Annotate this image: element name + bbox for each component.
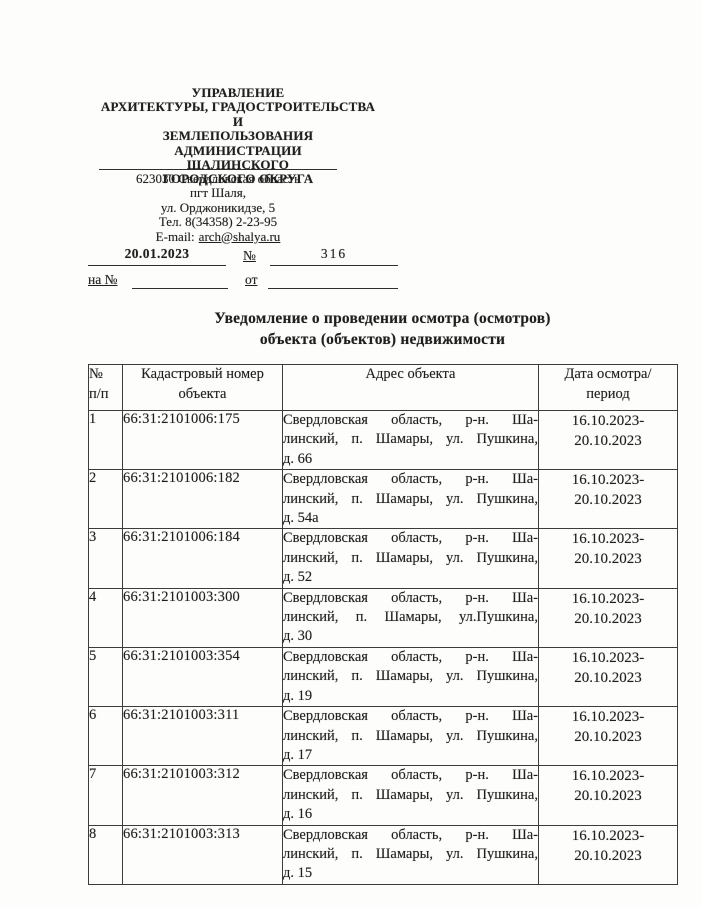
letterhead-org-name: УПРАВЛЕНИЕ АРХИТЕКТУРЫ, ГРАДОСТРОИТЕЛЬСТ… — [97, 85, 379, 187]
cell-address: Свердловская область, р-н. Ша- линский, … — [282, 469, 539, 530]
cell-period: 16.10.2023- 20.10.2023 — [538, 409, 678, 471]
cell-period: 16.10.2023- 20.10.2023 — [538, 587, 678, 648]
cell-address: Свердловская область, р-н. Ша- линский, … — [282, 646, 539, 708]
postal-address-line: пгт Шаля, — [190, 185, 246, 201]
cell-address: Свердловская область, р-н. Ша- линский, … — [282, 587, 539, 648]
cell-address: Свердловская область, р-н. Ша- линский, … — [282, 409, 539, 471]
table-row: 2 66:31:2101006:182 Свердловская область… — [88, 469, 678, 530]
postal-address-line: ул. Орджоникидзе, 5 — [160, 199, 276, 215]
org-line: ЗЕМЛЕПОЛЬЗОВАНИЯ — [162, 128, 314, 144]
cell-period: 16.10.2023- 20.10.2023 — [538, 646, 678, 708]
table-row: 6 66:31:2101003:311 Свердловская область… — [88, 706, 678, 767]
header-cadastral: Кадастровый номер объекта — [122, 364, 283, 411]
org-line: ГОРОДСКОГО ОКРУГА — [162, 171, 314, 187]
table-row: 5 66:31:2101003:354 Свердловская область… — [88, 646, 678, 708]
table-row: 8 66:31:2101003:313 Свердловская область… — [88, 824, 678, 885]
cell-cadastral: 66:31:2101006:184 — [122, 528, 283, 589]
cell-address: Свердловская область, р-н. Ша- линский, … — [282, 824, 539, 885]
header-address: Адрес объекта — [282, 364, 539, 411]
cell-address: Свердловская область, р-н. Ша- линский, … — [282, 706, 539, 767]
org-line: АРХИТЕКТУРЫ, ГРАДОСТРОИТЕЛЬСТВА И — [100, 99, 376, 129]
letterhead-contact-block: 623030 Свердловская область пгт Шаля, ул… — [88, 171, 348, 244]
cell-cadastral: 66:31:2101006:182 — [122, 469, 283, 530]
cell-num: 2 — [88, 469, 123, 530]
cell-cadastral: 66:31:2101003:313 — [122, 824, 283, 885]
cell-num: 4 — [88, 587, 123, 648]
email-address: arch@shalya.ru — [198, 228, 281, 244]
title-line: объекта (объектов) недвижимости — [259, 330, 506, 348]
cell-period: 16.10.2023- 20.10.2023 — [538, 824, 678, 885]
cell-cadastral: 66:31:2101003:312 — [122, 765, 283, 826]
postal-address-line: 623030 Свердловская область — [135, 171, 301, 186]
org-line: ШАЛИНСКОГО — [186, 157, 290, 173]
cell-address: Свердловская область, р-н. Ша- линский, … — [282, 528, 539, 589]
cell-cadastral: 66:31:2101006:175 — [122, 409, 283, 471]
cell-period: 16.10.2023- 20.10.2023 — [538, 765, 678, 826]
incoming-date-label: от — [245, 272, 258, 287]
letterhead-divider — [99, 169, 337, 170]
table-row: 3 66:31:2101006:184 Свердловская область… — [88, 528, 678, 589]
incoming-number-blank — [132, 256, 228, 289]
document-date: 20.01.2023 — [88, 246, 226, 266]
org-line: УПРАВЛЕНИЕ — [191, 85, 285, 100]
inspection-table: № п/п Кадастровый номер объекта Адрес об… — [88, 364, 678, 885]
cell-address: Свердловская область, р-н. Ша- линский, … — [282, 765, 539, 826]
email-label: E-mail: — [155, 228, 195, 244]
table-row: 7 66:31:2101003:312 Свердловская область… — [88, 765, 678, 826]
email-line: E-mail: arch@shalya.ru — [88, 228, 348, 244]
document-number: 316 — [270, 246, 398, 266]
cell-cadastral: 66:31:2101003:354 — [122, 646, 283, 708]
reference-block: 20.01.2023 № 316 на № от — [88, 246, 408, 291]
incoming-number-label: на № — [88, 272, 118, 287]
incoming-date-blank — [268, 256, 398, 289]
cell-num: 3 — [88, 528, 123, 589]
table-row: 4 66:31:2101003:300 Свердловская область… — [88, 587, 678, 648]
cell-num: 6 — [88, 706, 123, 767]
cell-period: 16.10.2023- 20.10.2023 — [538, 706, 678, 767]
title-line: Уведомление о проведении осмотра (осмотр… — [214, 310, 551, 327]
org-line: АДМИНИСТРАЦИИ — [174, 142, 302, 158]
cell-num: 7 — [88, 765, 123, 826]
cell-period: 16.10.2023- 20.10.2023 — [538, 469, 678, 530]
table-row: 1 66:31:2101006:175 Свердловская область… — [88, 409, 678, 471]
table-header-row: № п/п Кадастровый номер объекта Адрес об… — [88, 364, 678, 411]
document-title: Уведомление о проведении осмотра (осмотр… — [88, 309, 677, 350]
phone-line: Тел. 8(34358) 2-23-95 — [158, 214, 278, 230]
cell-period: 16.10.2023- 20.10.2023 — [538, 528, 678, 589]
cell-cadastral: 66:31:2101003:300 — [122, 587, 283, 648]
number-label: № — [243, 248, 256, 263]
header-period: Дата осмотра/ период — [538, 364, 678, 411]
header-num: № п/п — [88, 364, 123, 411]
cell-num: 1 — [88, 409, 123, 471]
cell-cadastral: 66:31:2101003:311 — [122, 706, 283, 767]
cell-num: 8 — [88, 824, 123, 885]
cell-num: 5 — [88, 646, 123, 708]
